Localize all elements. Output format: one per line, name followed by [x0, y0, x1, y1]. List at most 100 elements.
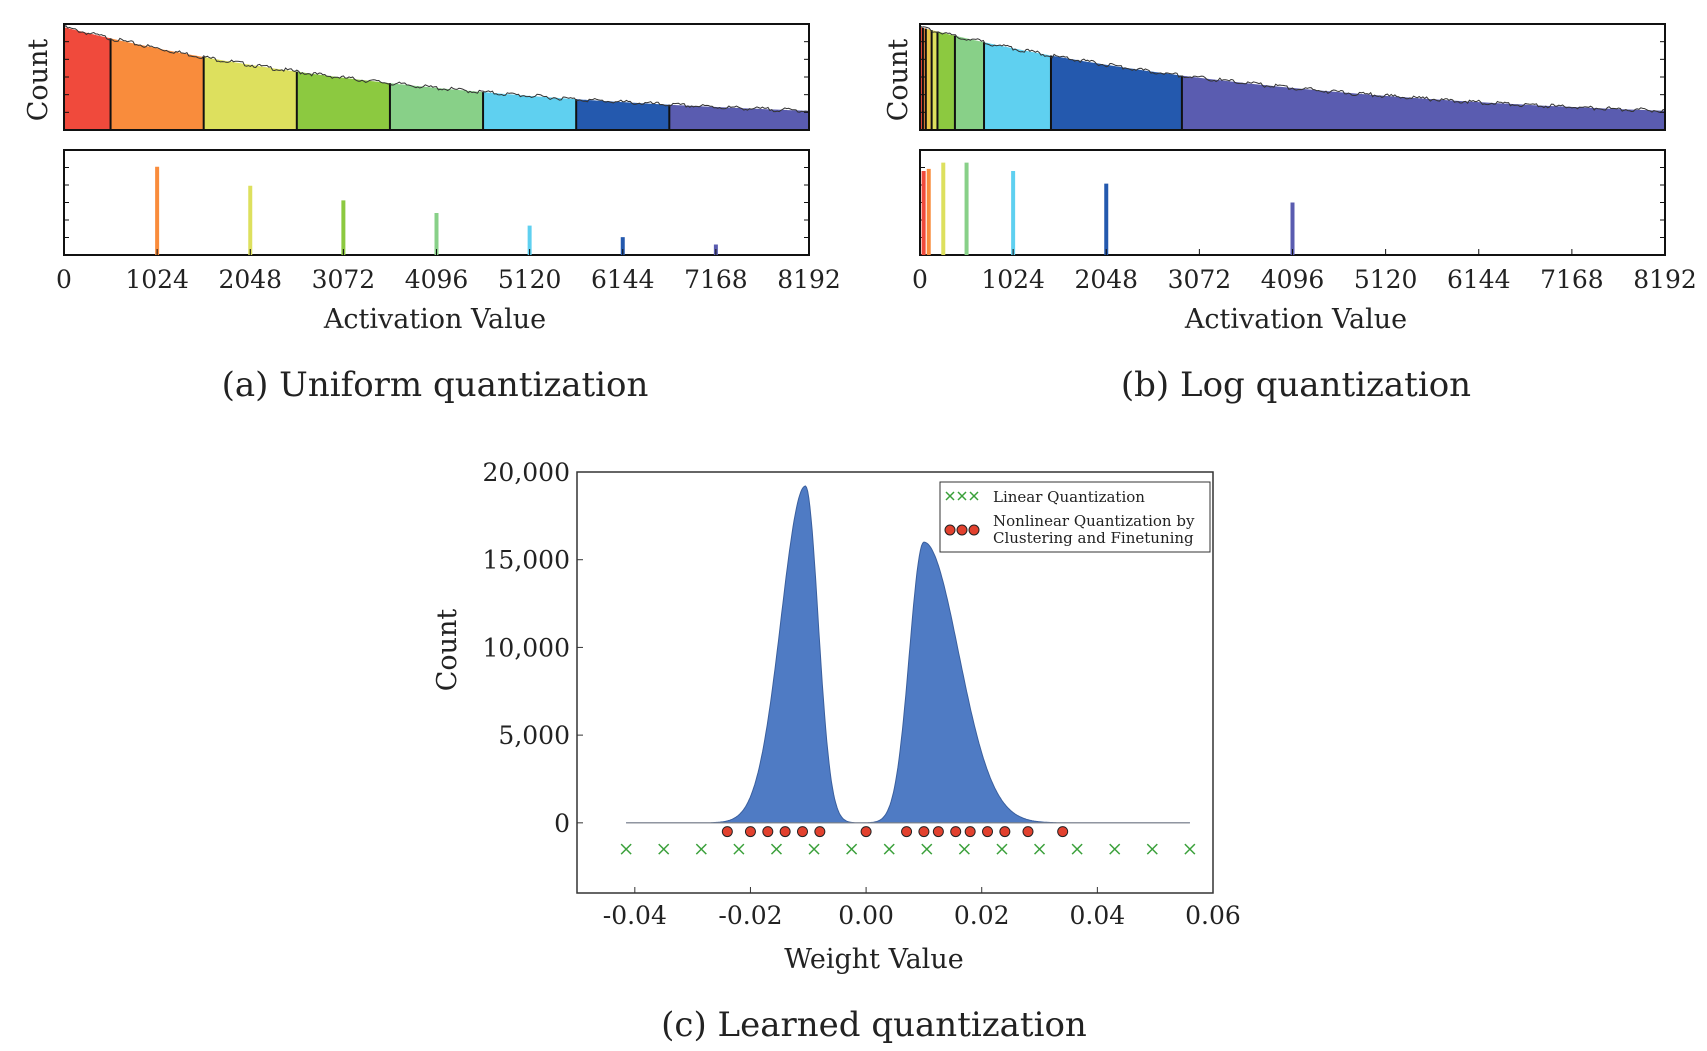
x-tick-label: 8192 — [1633, 265, 1697, 294]
nonlinear-quant-marker — [932, 826, 944, 838]
panel-a-caption: (a) Uniform quantization — [222, 365, 649, 405]
legend-x-glyph — [969, 491, 979, 501]
legend-nonlinear-marker — [944, 524, 980, 536]
linear-quant-marker — [808, 843, 820, 855]
hist-bin — [296, 71, 390, 130]
panel-c-legend: Linear Quantization Nonlinear Quantizati… — [939, 481, 1211, 553]
panel-b-xlabel: Activation Value — [1184, 304, 1407, 335]
x-tick-label: 6144 — [1447, 265, 1511, 294]
linear-quant-marker — [958, 843, 970, 855]
panel-a-ylabel: Count — [23, 39, 54, 122]
x-tick-label: 4096 — [1261, 265, 1325, 294]
nonlinear-quant-marker — [796, 826, 808, 838]
nonlinear-quant-marker — [762, 826, 774, 838]
panel-c-ylabel: Count — [432, 609, 463, 692]
nonlinear-quant-marker — [860, 826, 872, 838]
x-tick-label: 0 — [56, 265, 72, 294]
linear-quant-marker — [1071, 843, 1083, 855]
linear-quant-marker — [1146, 843, 1158, 855]
linear-quant-marker — [883, 843, 895, 855]
x-tick-label: 7168 — [684, 265, 748, 294]
nonlinear-quant-marker — [964, 826, 976, 838]
hist-bin — [576, 99, 670, 130]
linear-quant-marker — [733, 843, 745, 855]
panel-c-caption: (c) Learned quantization — [661, 1005, 1087, 1045]
x-tick-label: 3072 — [1168, 265, 1232, 294]
panel-b-top-plot — [919, 23, 1666, 131]
hist-bin — [931, 30, 938, 131]
hist-bin — [954, 35, 984, 131]
hist-outline — [919, 25, 1666, 114]
x-tick-label: -0.02 — [718, 901, 782, 930]
hist-bin — [110, 38, 204, 130]
x-tick-label: 0.04 — [1070, 901, 1126, 930]
hist-outline — [63, 24, 810, 114]
x-tick-label: 2048 — [218, 265, 282, 294]
x-tick-label: 1024 — [125, 265, 189, 294]
panel-b-ylabel: Count — [883, 39, 914, 122]
hist-bin — [203, 57, 297, 130]
x-tick-label: 3072 — [312, 265, 376, 294]
legend-nonlinear-label-line1: Nonlinear Quantization by — [993, 512, 1195, 530]
panel-b: 0 1024 2048 3072 4096 5120 6144 7168 8192 Count … — [883, 23, 1697, 405]
linear-quant-marker — [620, 843, 632, 855]
linear-quant-marker — [1034, 843, 1046, 855]
panel-a-xticks: 0 1024 2048 3072 4096 5120 6144 7168 8192 — [56, 249, 841, 294]
panel-a-top-plot — [63, 23, 810, 131]
linear-quant-marker — [1184, 843, 1196, 855]
x-tick-label: 4096 — [405, 265, 469, 294]
hist-bin — [64, 27, 111, 131]
hist-bin — [984, 42, 1051, 131]
x-tick-label: 0.06 — [1185, 901, 1241, 930]
x-tick-label: 8192 — [777, 265, 841, 294]
x-tick-label: 0.02 — [954, 901, 1010, 930]
hist-bin — [389, 83, 484, 130]
nonlinear-quant-marker — [1057, 826, 1069, 838]
plot-frame — [576, 471, 1214, 894]
panel-a-bottom-plot — [63, 149, 810, 256]
hist-bin — [937, 31, 955, 130]
legend-x-glyph — [957, 491, 967, 501]
x-tick-label: 1024 — [981, 265, 1045, 294]
panel-b-bottom-plot — [919, 149, 1666, 256]
linear-quant-marker — [658, 843, 670, 855]
panel-c-plot — [576, 471, 1214, 894]
x-tick-label: -0.04 — [603, 901, 667, 930]
y-tick-label: 20,000 — [483, 458, 570, 487]
legend-o-glyph — [968, 524, 980, 536]
nonlinear-quant-marker — [721, 826, 733, 838]
legend-nonlinear-label-line2: Clustering and Finetuning — [993, 529, 1194, 547]
hist-bin — [925, 28, 932, 131]
legend-linear-marker — [945, 491, 979, 501]
x-tick-label: 7168 — [1540, 265, 1604, 294]
x-tick-label: 6144 — [591, 265, 655, 294]
x-tick-label: 0 — [912, 265, 928, 294]
linear-quant-marker — [770, 843, 783, 855]
panel-c: -0.04 -0.02 0.00 0.02 0.04 0.06 0 5,000 10,000 1… — [432, 458, 1241, 1045]
linear-quant-marker — [921, 843, 933, 855]
nonlinear-quant-marker — [1022, 826, 1034, 838]
panel-b-xticks: 0 1024 2048 3072 4096 5120 6144 7168 8192 — [912, 249, 1697, 294]
x-tick-label: 2048 — [1074, 265, 1138, 294]
hist-bin — [483, 92, 577, 130]
y-tick-label: 10,000 — [483, 633, 570, 662]
y-tick-label: 0 — [554, 809, 570, 838]
nonlinear-quant-marker — [918, 826, 930, 838]
x-tick-label: 5120 — [498, 265, 562, 294]
linear-quant-marker — [695, 843, 707, 855]
legend-o-glyph — [944, 524, 956, 536]
panel-c-xticks: -0.04 -0.02 0.00 0.02 0.04 0.06 — [603, 887, 1241, 930]
legend-o-glyph — [956, 524, 968, 536]
linear-quant-marker — [996, 843, 1008, 855]
hist-bin — [669, 104, 809, 130]
panel-a: 0 1024 2048 3072 4096 5120 6144 7168 8192 Count … — [23, 23, 841, 405]
panel-c-yticks: 0 5,000 10,000 15,000 20,000 — [483, 458, 583, 838]
nonlinear-quant-marker — [950, 826, 962, 838]
x-tick-label: 5120 — [1354, 265, 1418, 294]
panel-b-caption: (b) Log quantization — [1121, 365, 1471, 405]
legend-x-glyph — [945, 491, 955, 501]
legend-box — [939, 481, 1211, 553]
nonlinear-quant-marker — [744, 826, 756, 838]
linear-quant-marker — [1109, 843, 1121, 855]
y-tick-label: 15,000 — [483, 546, 570, 575]
